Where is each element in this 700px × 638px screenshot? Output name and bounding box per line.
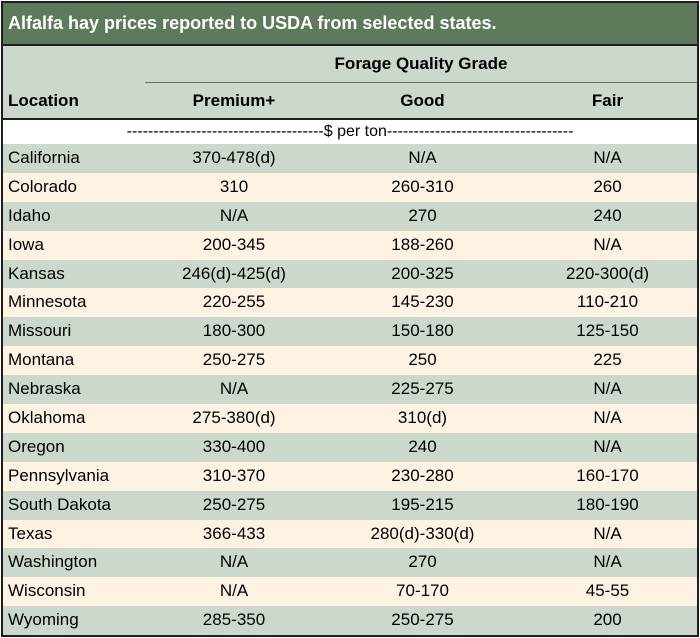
row-location: Wyoming	[8, 610, 79, 630]
cell-good-price: 70-170	[396, 581, 449, 601]
column-header-location: Location	[8, 91, 79, 110]
cell-fair-price: 260	[593, 176, 622, 196]
cell-fair-price: 125-150	[576, 321, 639, 341]
table-row: Missouri 180-300 150-180 125-150	[3, 317, 697, 347]
cell-fair-price: 180-190	[576, 494, 639, 514]
row-location: Minnesota	[8, 292, 87, 312]
cell-premium-price: 220-255	[202, 292, 266, 312]
row-location: Colorado	[8, 176, 77, 196]
row-location: Montana	[8, 350, 75, 370]
cell-good-price: 260-310	[391, 176, 454, 196]
cell-good-price: 310(d)	[397, 408, 448, 428]
table-row: Montana 250-275 250 225	[3, 346, 697, 376]
cell-good-price: 250	[408, 350, 437, 370]
cell-premium-price: N/A	[219, 552, 249, 572]
group-header-forage-quality: Forage Quality Grade	[145, 46, 697, 83]
row-location: Wisconsin	[8, 581, 86, 601]
cell-fair-price: N/A	[593, 234, 622, 254]
cell-premium-price: 250-275	[202, 494, 266, 514]
table-row: Idaho N/A 270 240	[3, 201, 697, 231]
table-header: Forage Quality Grade Location Premium+ G…	[3, 46, 697, 120]
cell-premium-price: N/A	[219, 205, 249, 225]
cell-premium-price: N/A	[219, 379, 249, 399]
table-row: Colorado 310 260-310 260	[3, 172, 697, 202]
cell-good-price: 188-260	[391, 234, 454, 254]
cell-good-price: N/A	[408, 148, 437, 167]
table-row: Texas 366-433 280(d)-330(d) N/A	[3, 519, 697, 549]
cell-good-price: 240	[408, 436, 437, 456]
table-row: California 370-478(d) N/A N/A	[3, 144, 697, 173]
table-row: Nebraska N/A 225-275 N/A	[3, 375, 697, 405]
cell-fair-price: 225	[593, 350, 622, 370]
cell-premium-price: 310-370	[202, 465, 266, 485]
cell-premium-price: 366-433	[202, 523, 266, 543]
cell-good-price: 280(d)-330(d)	[370, 523, 475, 543]
row-location: California	[8, 148, 80, 167]
cell-good-price: 270	[408, 552, 437, 572]
cell-premium-price: 285-350	[202, 610, 266, 630]
cell-fair-price: N/A	[593, 436, 622, 456]
table-body: California 370-478(d) N/A N/A Colorado 310 260…	[3, 144, 697, 636]
cell-good-price: 145-230	[391, 292, 454, 312]
cell-fair-price: 160-170	[576, 465, 639, 485]
table-row: Washington N/A 270 N/A	[3, 548, 697, 578]
cell-good-price: 250-275	[391, 610, 454, 630]
cell-premium-price: 330-400	[202, 436, 266, 456]
cell-premium-price: 370-478(d)	[192, 148, 276, 167]
cell-fair-price: 240	[593, 205, 622, 225]
row-location: South Dakota	[8, 494, 112, 514]
cell-good-price: 200-325	[391, 263, 454, 283]
cell-premium-price: N/A	[219, 581, 249, 601]
cell-fair-price: 200	[593, 610, 622, 630]
row-location: Oregon	[8, 436, 65, 456]
units-row: -------------------------------------$ p…	[3, 120, 697, 144]
cell-good-price: 150-180	[391, 321, 454, 341]
table-row: Oregon 330-400 240 N/A	[3, 432, 697, 462]
table-row: Wyoming 285-350 250-275 200	[3, 606, 697, 636]
cell-fair-price: 45-55	[585, 581, 630, 601]
table-row: Iowa 200-345 188-260 N/A	[3, 230, 697, 260]
table-row: Wisconsin N/A 70-170 45-55	[3, 577, 697, 607]
row-location: Nebraska	[8, 379, 81, 399]
row-location: Idaho	[8, 205, 51, 225]
row-location: Iowa	[8, 234, 44, 254]
cell-good-price: 225-275	[391, 379, 454, 399]
column-header-premium: Premium+	[192, 91, 276, 110]
column-header-good: Good	[400, 91, 445, 110]
cell-fair-price: 110-210	[576, 292, 639, 312]
cell-fair-price: 220-300(d)	[565, 263, 650, 283]
cell-premium-price: 250-275	[202, 350, 266, 370]
cell-fair-price: N/A	[593, 552, 622, 572]
table-title: Alfalfa hay prices reported to USDA from…	[3, 3, 697, 46]
table-row: South Dakota 250-275 195-215 180-190	[3, 490, 697, 520]
cell-premium-price: 200-345	[202, 234, 266, 254]
cell-premium-price: 275-380(d)	[192, 408, 276, 428]
cell-premium-price: 180-300	[202, 321, 266, 341]
cell-fair-price: N/A	[593, 148, 622, 167]
cell-good-price: 270	[408, 205, 437, 225]
table-row: Kansas 246(d)-425(d) 200-325 220-300(d)	[3, 259, 697, 289]
cell-fair-price: N/A	[593, 408, 622, 428]
row-location: Pennsylvania	[8, 465, 110, 485]
table-row: Pennsylvania 310-370 230-280 160-170	[3, 461, 697, 491]
row-location: Oklahoma	[8, 408, 86, 428]
row-location: Washington	[8, 552, 98, 572]
table-row: Minnesota 220-255 145-230 110-210	[3, 288, 697, 318]
cell-fair-price: N/A	[593, 379, 622, 399]
cell-premium-price: 310	[219, 176, 249, 196]
cell-good-price: 195-215	[391, 494, 454, 514]
column-header-fair: Fair	[591, 91, 624, 110]
cell-good-price: 230-280	[391, 465, 454, 485]
table-row: Oklahoma 275-380(d) 310(d) N/A	[3, 404, 697, 433]
row-location: Missouri	[8, 321, 72, 341]
row-location: Texas	[8, 523, 53, 543]
row-location: Kansas	[8, 263, 65, 283]
cell-premium-price: 246(d)-425(d)	[182, 263, 286, 283]
cell-fair-price: N/A	[593, 523, 622, 543]
